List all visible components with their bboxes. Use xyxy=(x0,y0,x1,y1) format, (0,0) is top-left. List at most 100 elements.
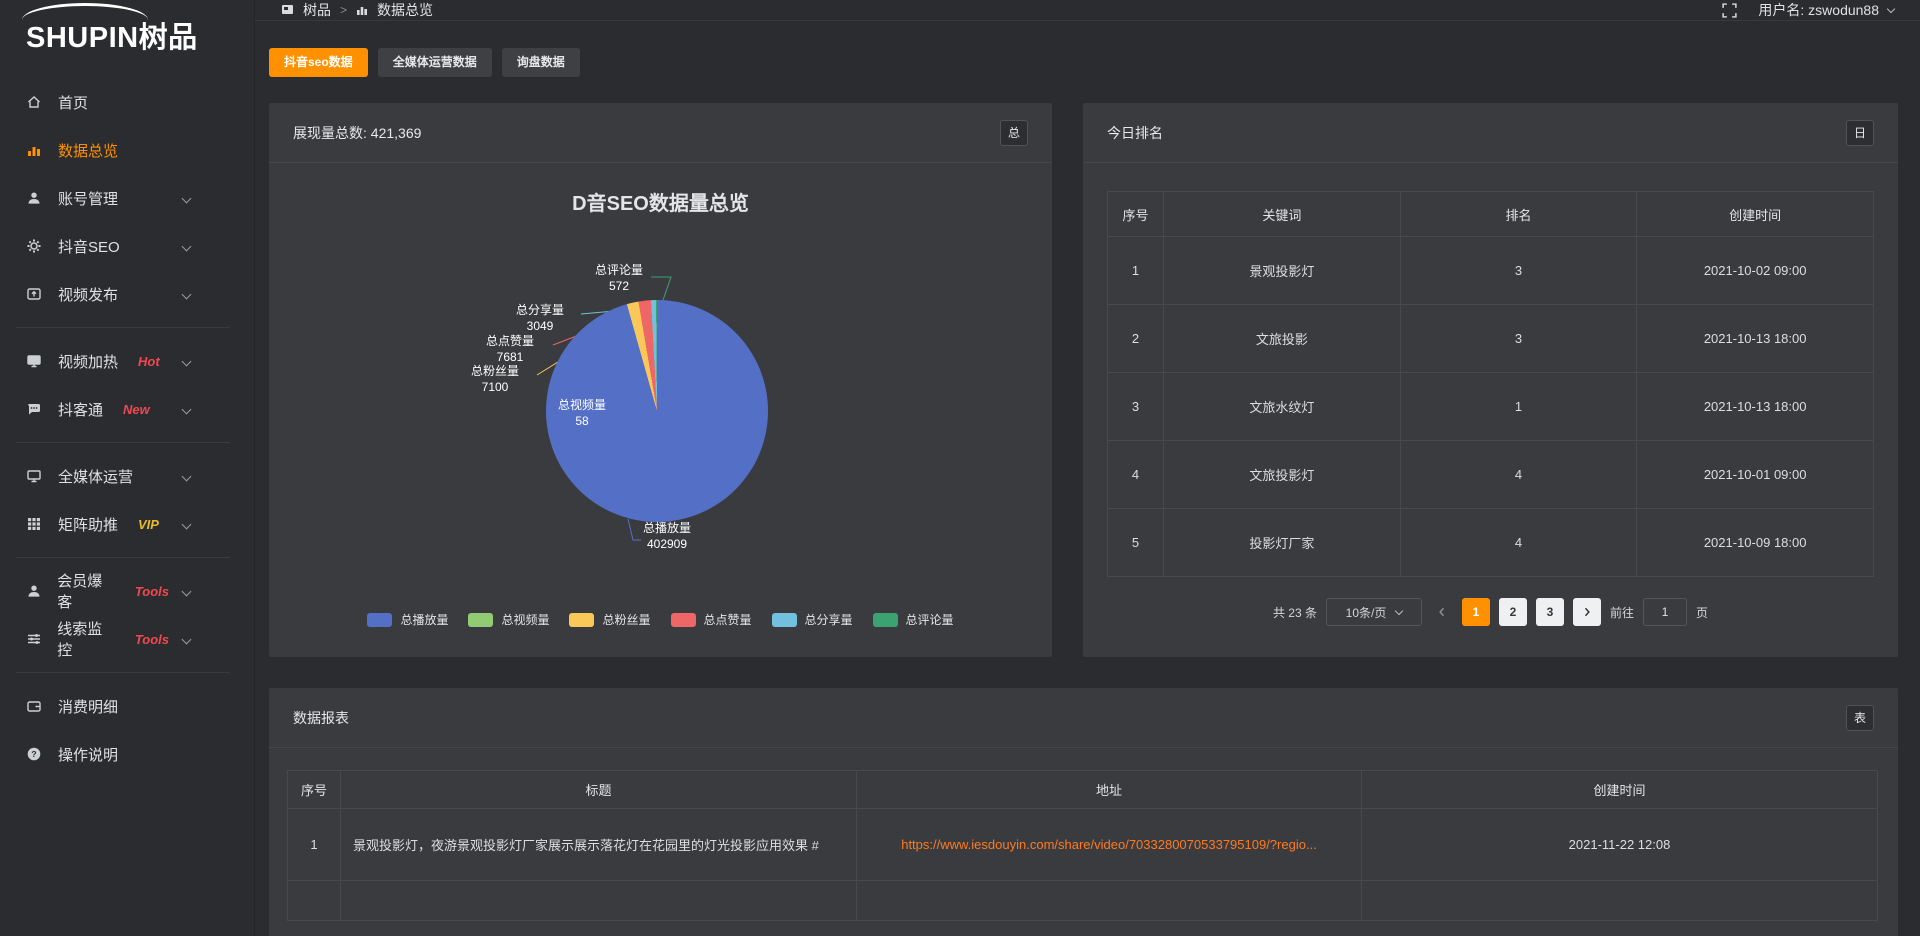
sidebar-item-label: 操作说明 xyxy=(58,746,119,764)
chart-title: D音SEO数据量总览 xyxy=(572,193,749,215)
sidebar-item-matrix-boost[interactable]: 矩阵助推 VIP xyxy=(0,500,254,548)
data-tabs: 抖音seo数据 全媒体运营数据 询盘数据 xyxy=(269,48,1898,77)
gear-icon xyxy=(26,238,44,254)
logo-cn: 树品 xyxy=(138,22,198,54)
sidebar-item-douyin-seo[interactable]: 抖音SEO xyxy=(0,222,254,270)
total-count-label: 共 23 条 xyxy=(1272,605,1317,620)
page-button-1[interactable]: 1 xyxy=(1462,598,1490,626)
sidebar-item-data-overview[interactable]: 数据总览 xyxy=(0,126,254,174)
legend-item-videos[interactable]: 总视频量 xyxy=(468,611,549,628)
label-value: 58 xyxy=(575,413,589,428)
sidebar-item-member-burst[interactable]: 会员爆客 Tools xyxy=(0,567,254,615)
pie-chart[interactable] xyxy=(546,300,768,522)
table-cell xyxy=(341,881,857,921)
chevron-down-icon xyxy=(181,634,192,644)
breadcrumb-item-current[interactable]: 数据总览 xyxy=(377,2,434,18)
legend-swatch xyxy=(670,612,696,627)
legend-item-plays[interactable]: 总播放量 xyxy=(367,611,448,628)
sidebar-item-home[interactable]: 首页 xyxy=(0,78,254,126)
user-menu[interactable]: 用户名: zswodun88 xyxy=(1758,0,1896,20)
tab-douyin-seo-data[interactable]: 抖音seo数据 xyxy=(269,48,368,77)
sidebar-item-omni-media[interactable]: 全媒体运营 xyxy=(0,452,254,500)
table-cell: 5 xyxy=(1108,509,1164,577)
chevron-down-icon xyxy=(181,241,192,251)
chevron-down-icon xyxy=(181,471,192,481)
table-cell: 景观投影灯 xyxy=(1164,237,1401,305)
next-page-button[interactable] xyxy=(1573,598,1601,626)
column-header: 创建时间 xyxy=(1362,771,1878,809)
table-cell: 2021-10-01 09:00 xyxy=(1637,441,1874,509)
label-name: 总分享量 xyxy=(515,303,564,317)
table-cell xyxy=(857,881,1362,921)
sidebar-item-video-heat[interactable]: 视频加热 Hot xyxy=(0,337,254,385)
page-size-select[interactable]: 10条/页 xyxy=(1326,598,1422,626)
chat-icon xyxy=(26,401,44,417)
chevron-down-icon xyxy=(181,404,192,414)
sidebar-item-label: 视频加热 xyxy=(58,353,119,371)
pie-label-videos: 总视频量 58 xyxy=(537,398,627,430)
table-cell: 2021-10-13 18:00 xyxy=(1637,305,1874,373)
username-label: 用户名: zswodun88 xyxy=(1758,2,1879,18)
page-button-3[interactable]: 3 xyxy=(1536,598,1564,626)
tab-omni-media-data[interactable]: 全媒体运营数据 xyxy=(377,48,492,77)
label-value: 3049 xyxy=(526,318,554,333)
sidebar-item-consumption-detail[interactable]: 消费明细 xyxy=(0,682,254,730)
fullscreen-icon[interactable] xyxy=(1721,2,1738,19)
column-header: 序号 xyxy=(1108,192,1164,237)
page-unit-label: 页 xyxy=(1696,605,1709,620)
chevron-down-icon xyxy=(1886,4,1896,13)
legend-item-fans[interactable]: 总粉丝量 xyxy=(569,611,651,628)
table-cell: 1 xyxy=(1108,237,1164,305)
tab-inquiry-data[interactable]: 询盘数据 xyxy=(501,48,580,77)
goto-label: 前往 xyxy=(1610,605,1635,620)
total-toggle-button[interactable]: 总 xyxy=(1000,119,1028,146)
chart-mini-icon xyxy=(356,4,368,16)
breadcrumb-item-root[interactable]: 树品 xyxy=(303,2,331,18)
pie-label-plays: 总播放量 402909 xyxy=(622,521,712,553)
chart-legend: 总播放量 总视频量 总粉丝量 总点赞量 总分享量 总评论量 xyxy=(269,611,1052,628)
legend-swatch xyxy=(771,612,797,627)
column-header: 创建时间 xyxy=(1637,192,1874,237)
legend-label: 总分享量 xyxy=(804,613,853,627)
label-value: 402909 xyxy=(646,536,688,551)
sidebar-item-douketong[interactable]: 抖客通 New xyxy=(0,385,254,433)
table-cell: 3 xyxy=(1400,305,1638,373)
hot-badge: Hot xyxy=(138,353,160,369)
table-cell xyxy=(1362,881,1878,921)
legend-item-comments[interactable]: 总评论量 xyxy=(872,611,954,628)
bar-chart-icon xyxy=(26,142,44,158)
question-icon: ? xyxy=(26,746,44,762)
topbar: 树品 > 数据总览 用户名: zswodun88 xyxy=(255,0,1920,21)
prev-page-button[interactable] xyxy=(1431,598,1453,626)
legend-label: 总播放量 xyxy=(400,613,449,627)
table-cell: 4 xyxy=(1108,441,1164,509)
sidebar-item-label: 视频发布 xyxy=(58,286,119,304)
legend-item-likes[interactable]: 总点赞量 xyxy=(670,611,752,628)
page-button-2[interactable]: 2 xyxy=(1499,598,1527,626)
legend-label: 总评论量 xyxy=(905,613,954,627)
sidebar-item-accounts[interactable]: 账号管理 xyxy=(0,174,254,222)
report-panel-header: 数据报表 表 xyxy=(269,688,1898,748)
sidebar-item-label: 消费明细 xyxy=(58,698,119,716)
pie-chart-area: D音SEO数据量总览 总评论量 572 xyxy=(269,163,1052,656)
table-toggle-button[interactable]: 表 xyxy=(1846,704,1874,731)
sidebar-item-video-publish[interactable]: 视频发布 xyxy=(0,270,254,318)
today-ranking-panel: 今日排名 日 序号 关键词 排名 创建时间 1 景观投影灯 3 2021-10-… xyxy=(1083,103,1898,657)
legend-item-shares[interactable]: 总分享量 xyxy=(771,611,853,628)
label-value: 572 xyxy=(608,278,630,293)
video-url-link[interactable]: https://www.iesdouyin.com/share/video/70… xyxy=(857,809,1362,881)
logo-arc xyxy=(22,3,148,37)
chevron-down-icon xyxy=(181,519,192,529)
sidebar-item-lead-monitor[interactable]: 线索监控 Tools xyxy=(0,615,254,663)
table-cell: 文旅水纹灯 xyxy=(1164,373,1401,441)
sidebar-item-instructions[interactable]: ? 操作说明 xyxy=(0,730,254,778)
goto-page-input[interactable] xyxy=(1643,598,1688,626)
day-toggle-button[interactable]: 日 xyxy=(1846,119,1874,146)
chevron-down-icon xyxy=(181,586,192,596)
label-value: 7100 xyxy=(481,379,509,394)
nav-divider xyxy=(16,442,230,443)
nav-divider xyxy=(16,557,230,558)
content: 抖音seo数据 全媒体运营数据 询盘数据 展现量总数: 421,369 总 D音… xyxy=(255,21,1920,936)
sidebar-item-label: 首页 xyxy=(58,94,89,112)
